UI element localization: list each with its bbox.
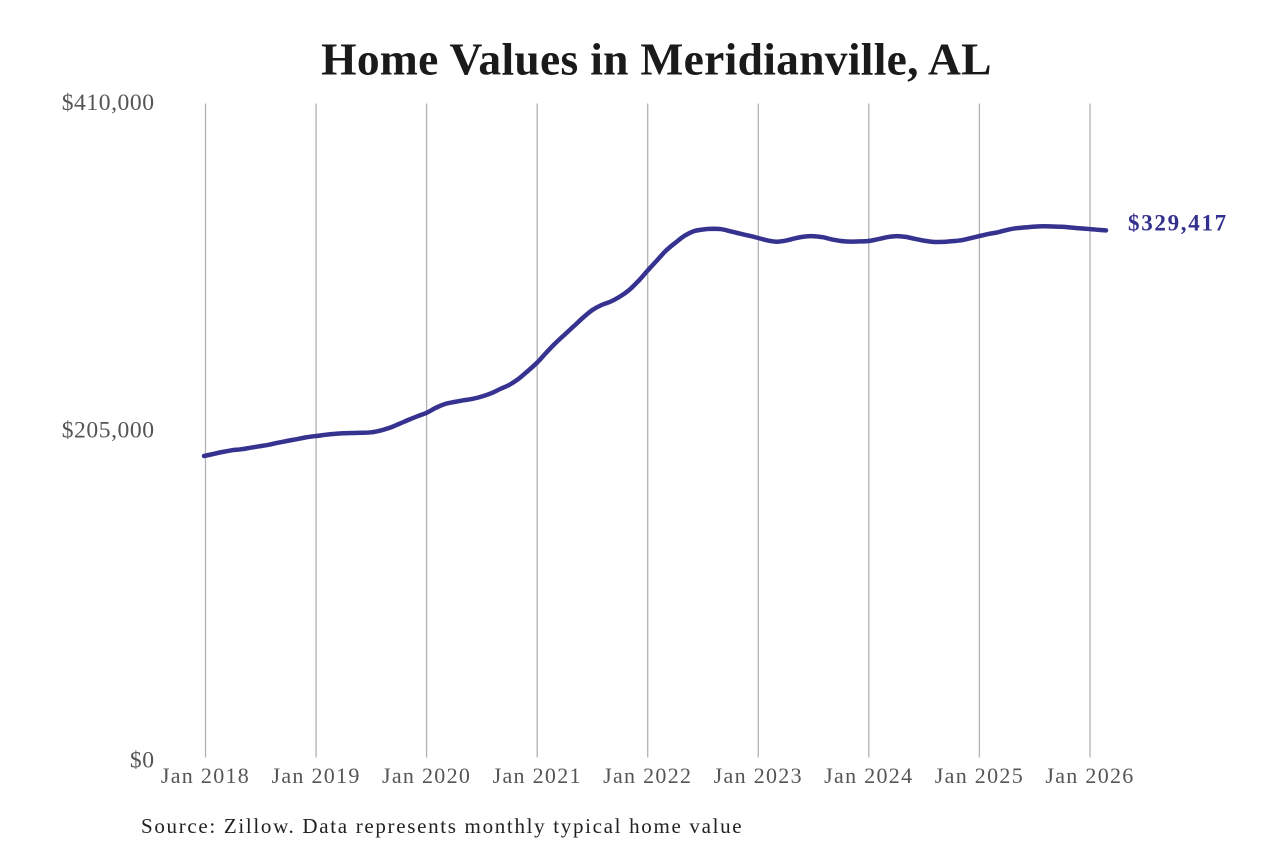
svg-text:Home Values in Meridianville,: Home Values in Meridianville, AL xyxy=(321,34,992,85)
svg-text:Jan 2026: Jan 2026 xyxy=(1045,763,1134,788)
svg-text:Source: Zillow. Data represent: Source: Zillow. Data represents monthly … xyxy=(141,814,743,838)
svg-text:Jan 2021: Jan 2021 xyxy=(493,763,582,788)
svg-text:Jan 2022: Jan 2022 xyxy=(603,763,692,788)
svg-text:$329,417: $329,417 xyxy=(1128,211,1228,236)
svg-text:Jan 2024: Jan 2024 xyxy=(824,763,913,788)
svg-text:$410,000: $410,000 xyxy=(62,90,155,116)
svg-text:Jan 2020: Jan 2020 xyxy=(382,763,471,788)
svg-text:$205,000: $205,000 xyxy=(62,418,155,444)
svg-text:Jan 2018: Jan 2018 xyxy=(161,763,250,788)
svg-text:Jan 2025: Jan 2025 xyxy=(935,763,1024,788)
svg-text:Jan 2019: Jan 2019 xyxy=(271,763,360,788)
svg-text:Jan 2023: Jan 2023 xyxy=(714,763,803,788)
svg-text:$0: $0 xyxy=(130,748,155,774)
